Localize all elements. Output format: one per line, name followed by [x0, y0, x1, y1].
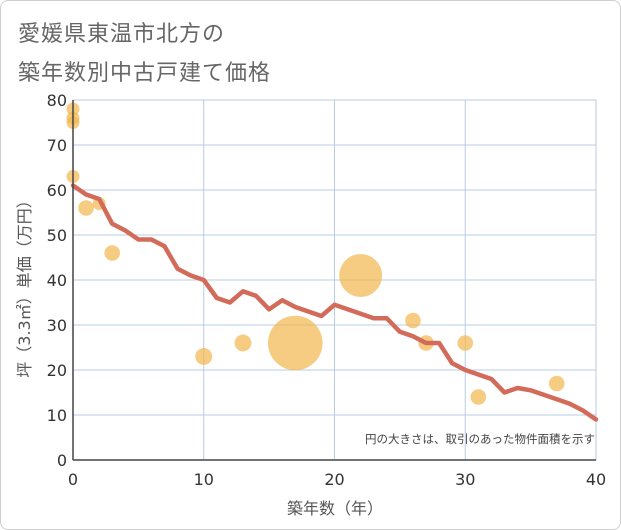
y-tick-label: 30 — [47, 316, 67, 335]
x-tick-label: 40 — [586, 470, 606, 489]
x-tick-label: 30 — [455, 470, 475, 489]
y-tick-label: 70 — [47, 136, 67, 155]
data-point — [339, 254, 383, 297]
y-tick-label: 10 — [47, 406, 67, 425]
data-point — [234, 334, 252, 352]
data-point — [548, 375, 565, 392]
y-tick-label: 60 — [47, 181, 67, 200]
size-note: 円の大きさは、取引のあった物件面積を示す — [365, 432, 595, 446]
bubbles — [66, 102, 565, 405]
data-point — [267, 315, 323, 371]
data-point — [457, 335, 474, 351]
data-point — [470, 389, 487, 405]
y-tick-label: 40 — [47, 271, 67, 290]
data-point — [78, 200, 94, 216]
y-tick-label: 80 — [47, 91, 67, 110]
data-point — [405, 312, 421, 329]
axes — [72, 100, 596, 461]
y-axis-label: 坪（3.3㎡）単価（万円） — [15, 192, 34, 377]
y-tick-label: 50 — [47, 226, 67, 245]
x-tick-label: 0 — [68, 470, 78, 489]
y-tick-label: 0 — [57, 451, 67, 470]
y-tick-label: 20 — [47, 361, 67, 380]
data-point — [195, 348, 213, 365]
chart-title-line1: 愛媛県東温市北方の — [18, 22, 226, 47]
tick-labels: 0 10 20 30 40 50 60 70 80 0 10 20 30 40 — [47, 91, 607, 489]
x-tick-label: 20 — [324, 470, 344, 489]
trend-line — [70, 183, 599, 422]
x-tick-label: 10 — [194, 470, 214, 489]
chart-title-line2: 築年数別中古戸建て価格 — [18, 61, 272, 86]
grid-lines — [72, 99, 597, 461]
x-axis-label: 築年数（年） — [287, 499, 383, 518]
data-point — [104, 245, 121, 261]
